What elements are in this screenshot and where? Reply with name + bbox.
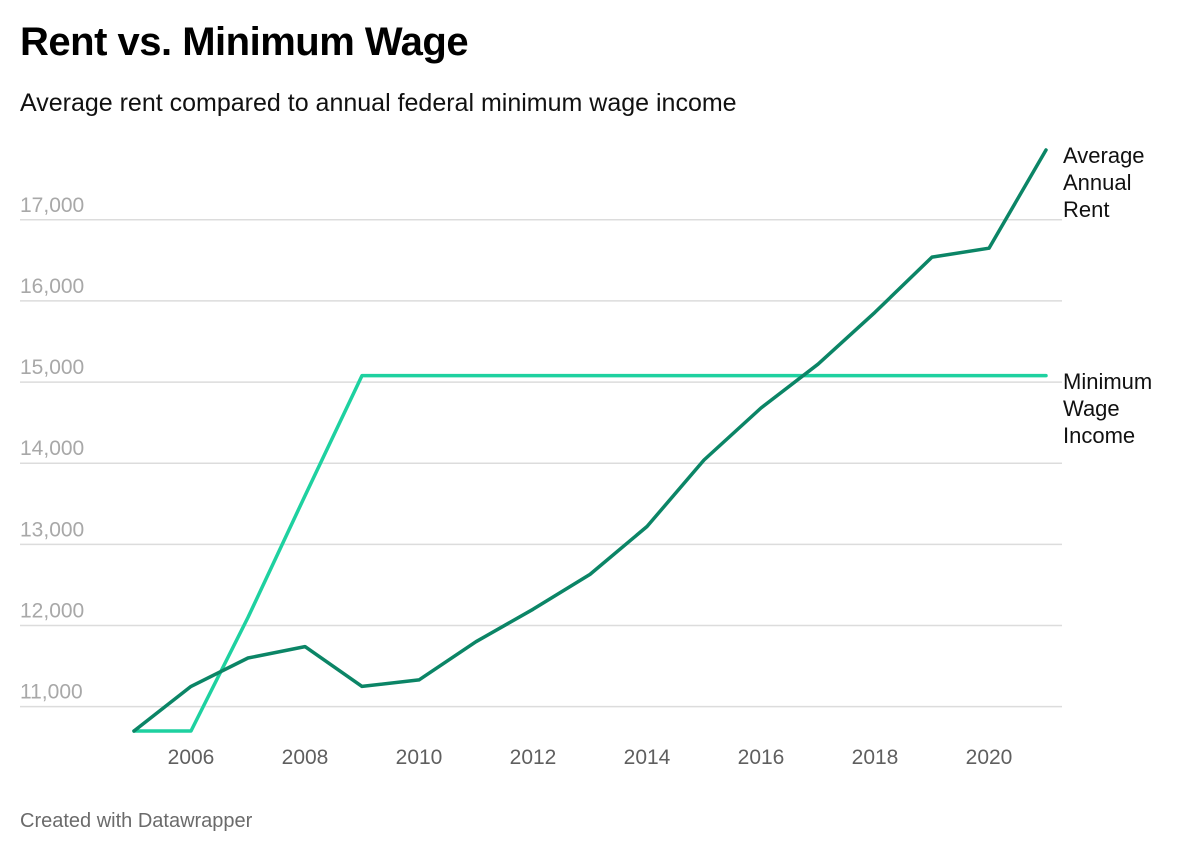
x-tick-label: 2016 <box>738 746 785 769</box>
y-tick-label: 11,000 <box>20 681 83 704</box>
x-tick-label: 2006 <box>168 746 215 769</box>
y-tick-label: 14,000 <box>20 437 84 460</box>
series-label-average-annual-rent: Average Annual Rent <box>1063 143 1145 222</box>
x-axis-ticks: 2006 2008 2010 2012 2014 2016 2018 2020 <box>168 746 1013 769</box>
y-tick-label: 17,000 <box>20 194 84 217</box>
x-tick-label: 2018 <box>852 746 899 769</box>
chart-subtitle: Average rent compared to annual federal … <box>20 89 737 117</box>
y-tick-label: 16,000 <box>20 275 84 298</box>
series-labels: Average Annual Rent Minimum Wage Income <box>1063 143 1152 448</box>
x-tick-label: 2020 <box>966 746 1013 769</box>
series-line-minimum-wage-income <box>132 373 1048 733</box>
y-axis-ticks: 11,000 12,000 13,000 14,000 15,000 16,000 17,0… <box>20 194 84 704</box>
series-line-average-annual-rent <box>132 148 1048 733</box>
y-tick-label: 12,000 <box>20 600 84 623</box>
series-label-minimum-wage-income: Minimum Wage Income <box>1063 369 1152 448</box>
x-tick-label: 2014 <box>624 746 671 769</box>
series-lines <box>132 148 1048 733</box>
x-tick-label: 2008 <box>282 746 329 769</box>
credit-text: Created with Datawrapper <box>20 810 253 832</box>
grid-lines <box>20 219 1062 708</box>
x-tick-label: 2010 <box>396 746 443 769</box>
y-tick-label: 15,000 <box>20 356 84 379</box>
y-tick-label: 13,000 <box>20 518 84 541</box>
chart-title: Rent vs. Minimum Wage <box>20 20 469 64</box>
x-tick-label: 2012 <box>510 746 557 769</box>
